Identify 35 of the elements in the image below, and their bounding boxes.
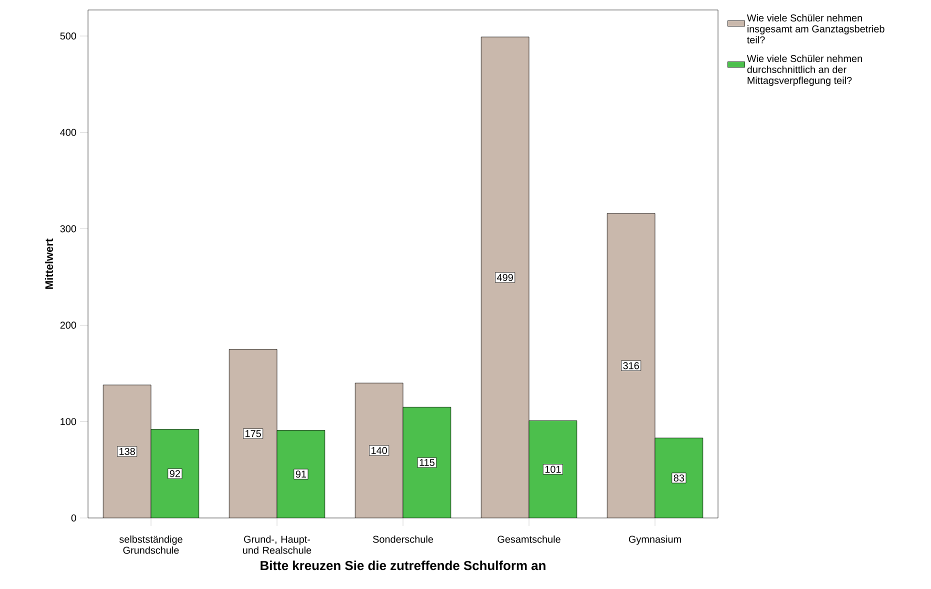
data-label: 316 bbox=[623, 362, 639, 370]
x-axis-title: Bitte kreuzen Sie die zutreffende Schulform an bbox=[260, 560, 546, 570]
bar bbox=[606, 213, 656, 518]
data-label: 92 bbox=[170, 470, 180, 478]
x-tick-label: Sonderschule bbox=[373, 536, 434, 543]
data-label: 499 bbox=[496, 274, 513, 282]
x-tick-label: selbstständige Grundschule bbox=[119, 536, 182, 554]
bar bbox=[654, 438, 704, 518]
bar bbox=[528, 420, 578, 518]
x-tick-label: Gesamtschule bbox=[498, 536, 560, 543]
y-tick-label: 500 bbox=[60, 32, 76, 40]
bar bbox=[228, 349, 278, 518]
data-label: 115 bbox=[420, 459, 434, 466]
data-label: 101 bbox=[545, 466, 561, 473]
y-tick-label: 400 bbox=[60, 128, 76, 136]
data-label: 91 bbox=[296, 470, 306, 478]
y-tick-label: 0 bbox=[71, 514, 76, 522]
x-tick-label: Grund-, Haupt- und Realschule bbox=[243, 536, 312, 554]
data-label: 140 bbox=[372, 446, 387, 454]
y-axis-title: Mittelwert bbox=[44, 238, 54, 289]
legend-label: Wie viele Schüler nehmen durchschnittlich an der Mittagsverpflegung teil? bbox=[746, 54, 862, 86]
bar bbox=[103, 384, 152, 518]
y-tick-label: 100 bbox=[60, 418, 76, 426]
bar bbox=[276, 430, 326, 518]
bar bbox=[354, 382, 404, 518]
bar bbox=[402, 406, 452, 518]
legend-label: Wie viele Schüler nehmen insgesamt am Ganztagsbetrieb teil? bbox=[746, 14, 884, 44]
bar bbox=[151, 429, 199, 518]
y-tick-label: 300 bbox=[60, 225, 76, 232]
data-label: 83 bbox=[674, 474, 684, 482]
data-label: 138 bbox=[120, 448, 135, 455]
data-label: 175 bbox=[246, 430, 261, 438]
x-tick-label: Gymnasium bbox=[628, 536, 681, 545]
y-tick-label: 200 bbox=[60, 322, 76, 329]
bar bbox=[480, 36, 530, 518]
